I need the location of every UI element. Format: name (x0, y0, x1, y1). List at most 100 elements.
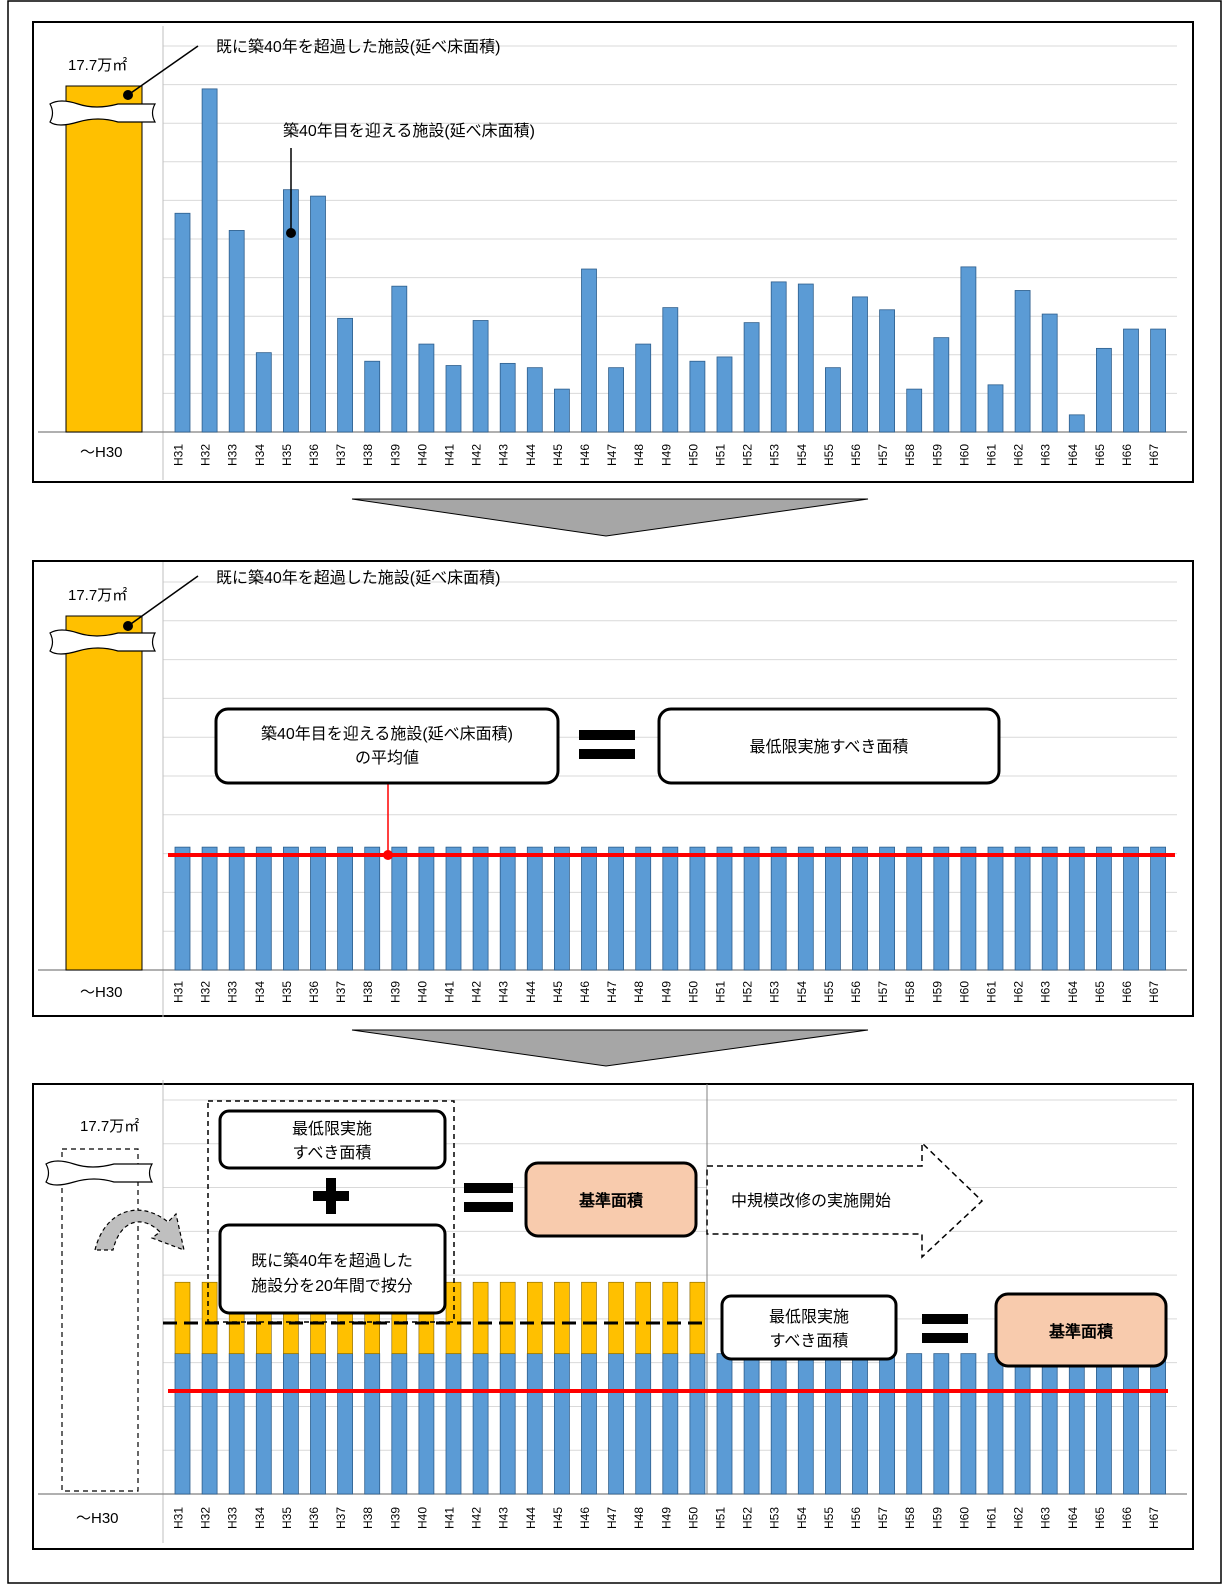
bar-H32-allocation (201, 1281, 218, 1354)
bar-H39 (391, 846, 408, 971)
past-bar-category-label: 〜H30 (80, 984, 123, 1001)
bar-H39 (391, 285, 408, 433)
bar-H48 (635, 846, 652, 971)
equals-sign-top-right (922, 1314, 968, 1324)
bar-H48 (635, 343, 652, 433)
bar-H41 (445, 365, 462, 433)
bar-H37-base (337, 1353, 354, 1495)
panel-1-bars (174, 88, 1166, 433)
tick-label-H47: H47 (605, 981, 619, 1003)
tick-label-H34: H34 (253, 444, 267, 466)
bar-H43-base (499, 1353, 516, 1495)
tick-label-H38: H38 (361, 981, 375, 1003)
bar-H41 (445, 846, 462, 971)
bar-H40 (418, 343, 435, 433)
tick-label-H58: H58 (903, 444, 917, 466)
axis-break-symbol (49, 100, 157, 126)
bar-H55-base (825, 1353, 841, 1495)
bar-H53 (770, 846, 787, 971)
bar-H38 (364, 846, 381, 971)
bar-H45-base (554, 1353, 570, 1495)
bar-H32 (201, 846, 218, 971)
bar-H62 (1014, 846, 1031, 971)
min-area-label: 最低限実施すべき面積 (750, 738, 909, 756)
bar-H64-base (1068, 1353, 1085, 1495)
tick-label-H35: H35 (280, 981, 294, 1003)
tick-label-H59: H59 (930, 1507, 944, 1529)
excess-line1: 既に築40年を超過した (251, 1252, 413, 1270)
tick-label-H51: H51 (714, 444, 728, 466)
excess-line2: 施設分を20年間で按分 (251, 1277, 413, 1295)
bar-H57 (879, 846, 895, 971)
tick-label-H61: H61 (985, 981, 999, 1003)
mid-scale-start-label: 中規模改修の実施開始 (731, 1192, 891, 1210)
bar-H65 (1096, 347, 1112, 433)
tick-label-H41: H41 (443, 981, 457, 1003)
bar-H55 (825, 846, 841, 971)
min-area-box (657, 707, 1001, 785)
tick-label-H41: H41 (443, 444, 457, 466)
equals-sign-bottom (464, 1202, 513, 1212)
tick-label-H61: H61 (985, 444, 999, 466)
bar-H51 (716, 356, 733, 433)
tick-label-H39: H39 (388, 444, 402, 466)
bar-H45 (554, 846, 570, 971)
equals-sign-top (579, 730, 635, 740)
bar-H42-allocation (472, 1281, 489, 1354)
bar-H31-allocation (174, 1281, 191, 1354)
tick-label-H35: H35 (280, 444, 294, 466)
bar-H57 (879, 309, 895, 433)
bar-H56 (852, 846, 868, 971)
panel-2: H31 H32 H33 H34 H35 H36 H37 H38 H39 H40 H41 H42 H43 H… (32, 560, 1194, 1017)
bar-H50 (689, 360, 706, 433)
panel-3-tick-labels: H31 H32 H33 H34 H35 H36 H37 H38 H39 H40 H41 H42 H43 H… (172, 1507, 1162, 1529)
bar-H40-base (418, 1353, 435, 1495)
tick-label-H44: H44 (524, 444, 538, 466)
bar-H44 (526, 367, 543, 433)
bar-H63 (1041, 313, 1058, 433)
tick-label-H58: H58 (903, 1507, 917, 1529)
past-facilities-bar (65, 85, 143, 433)
tick-label-H52: H52 (741, 981, 755, 1003)
bar-H37 (337, 317, 354, 433)
bar-H50-allocation (689, 1281, 706, 1354)
bar-H45-allocation (554, 1281, 570, 1354)
tick-label-H41: H41 (443, 1507, 457, 1529)
tick-label-H34: H34 (253, 981, 267, 1003)
past-facilities-value: 17.7万㎡ (80, 1118, 139, 1135)
bar-H35 (282, 846, 299, 971)
panel-2-bars (174, 846, 1166, 971)
tick-label-H40: H40 (415, 1507, 429, 1529)
tick-label-H58: H58 (903, 981, 917, 1003)
bar-H66-base (1123, 1353, 1139, 1495)
tick-label-H50: H50 (686, 981, 700, 1003)
tick-label-H43: H43 (497, 444, 511, 466)
tick-label-H62: H62 (1012, 444, 1026, 466)
tick-label-H43: H43 (497, 1507, 511, 1529)
tick-label-H63: H63 (1039, 981, 1053, 1003)
bar-H51-base (716, 1353, 733, 1495)
bar-H43 (499, 846, 516, 971)
callout-line-past (127, 575, 199, 627)
bar-H55 (825, 367, 841, 433)
bar-H54 (797, 846, 814, 971)
bar-H32-base (201, 1353, 218, 1495)
bar-H31 (174, 212, 191, 433)
bar-H49-allocation (662, 1281, 679, 1354)
min-area-line2-right: すべき面積 (770, 1332, 849, 1350)
tick-label-H54: H54 (795, 1507, 809, 1529)
bar-H34 (255, 846, 272, 971)
bar-H33 (228, 846, 245, 971)
min-area-box-left (218, 1109, 447, 1170)
bar-H41-base (445, 1353, 462, 1495)
bar-H59-base (933, 1353, 950, 1495)
outer-frame (7, 0, 1222, 1584)
bar-H63 (1041, 846, 1058, 971)
tick-label-H60: H60 (957, 1507, 971, 1529)
tick-label-H50: H50 (686, 1507, 700, 1529)
bar-H43-allocation (499, 1281, 516, 1354)
tick-label-H53: H53 (768, 444, 782, 466)
standard-area-box-right (994, 1292, 1168, 1368)
tick-label-H37: H37 (334, 1507, 348, 1529)
tick-label-H32: H32 (199, 1507, 213, 1529)
